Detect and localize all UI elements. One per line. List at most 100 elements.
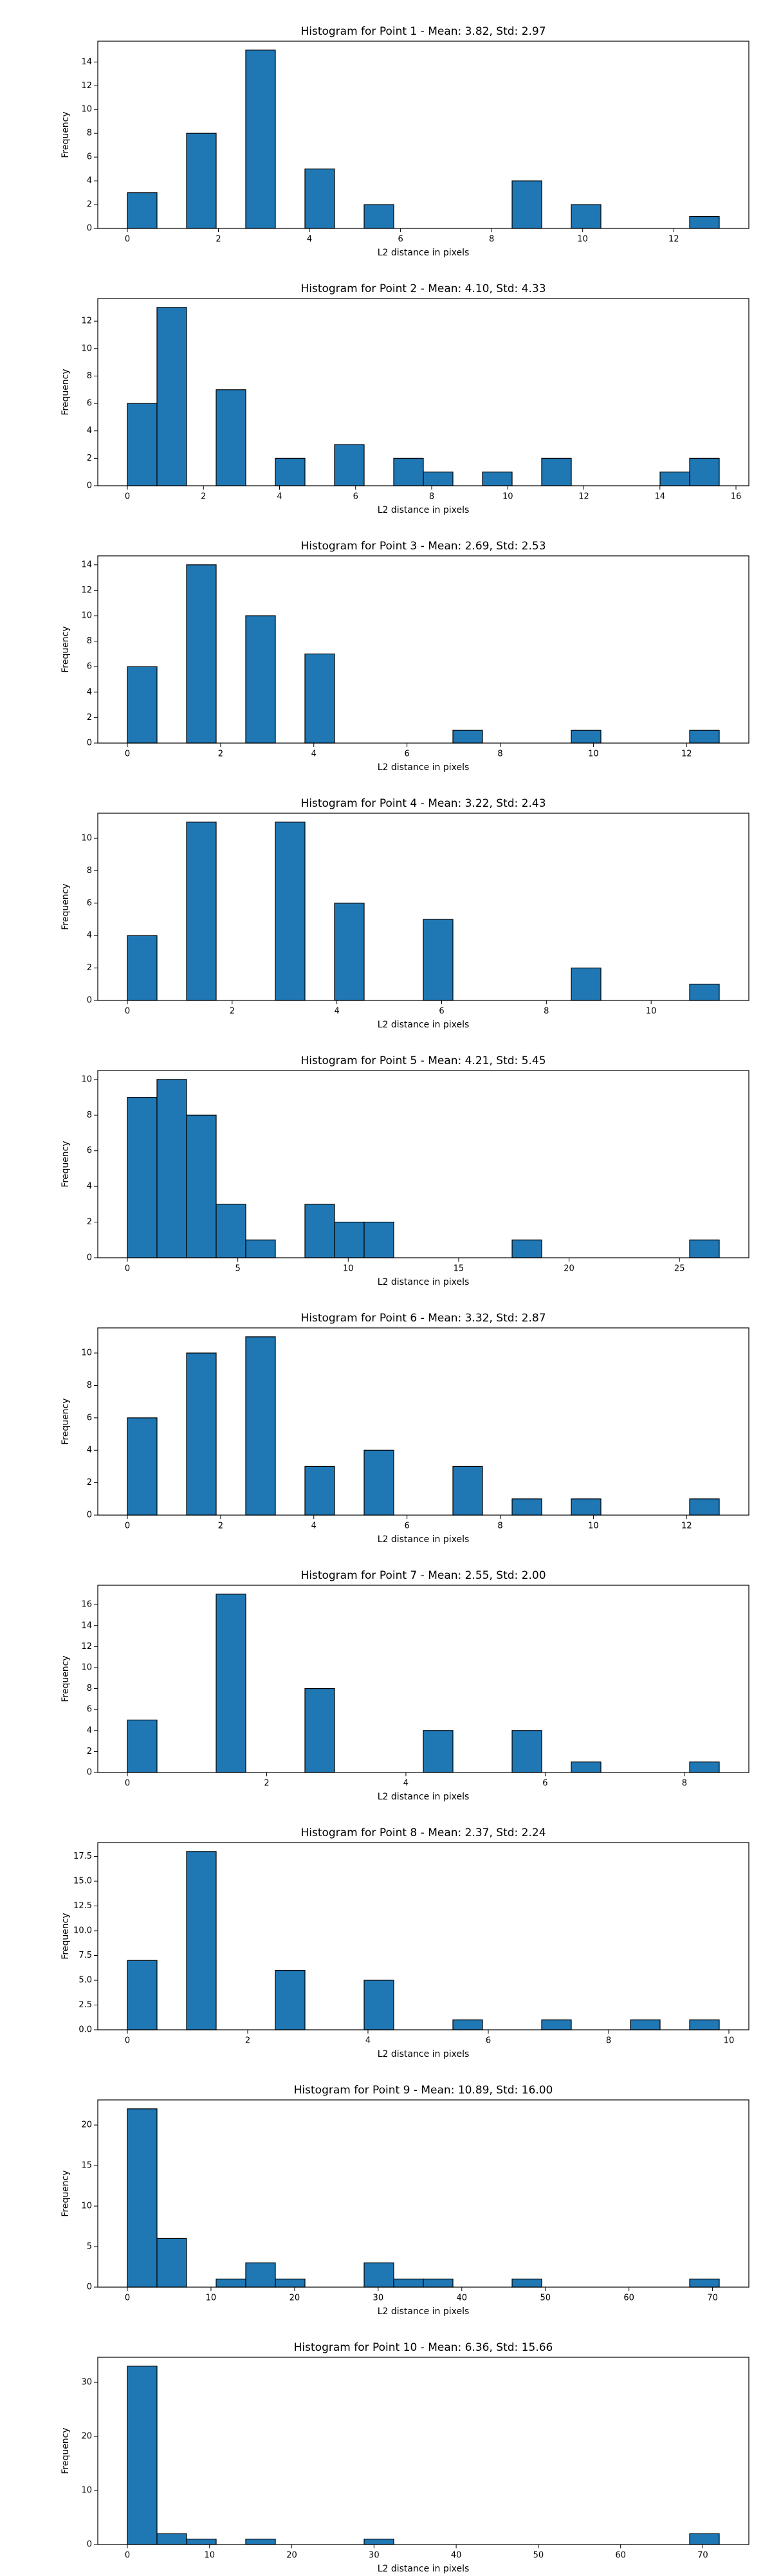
x-tick-label: 15 — [454, 1264, 464, 1274]
x-tick-label: 50 — [533, 2551, 544, 2561]
x-axis-label: L2 distance in pixels — [378, 2049, 470, 2059]
bar — [127, 403, 158, 486]
bar — [127, 1417, 158, 1516]
chart-panel: Histogram for Point 4 - Mean: 3.22, Std:… — [60, 797, 749, 1030]
x-tick-label: 12 — [668, 235, 679, 244]
x-tick-label: 0 — [125, 1522, 130, 1531]
x-tick-label: 6 — [486, 2036, 491, 2046]
chart-panel: Histogram for Point 6 - Mean: 3.32, Std:… — [60, 1312, 749, 1545]
y-tick-label: 14 — [81, 57, 92, 67]
bar — [186, 1352, 217, 1516]
y-tick-label: 5 — [87, 2242, 92, 2252]
x-tick-label: 10 — [343, 1264, 354, 1274]
x-tick-label: 20 — [564, 1264, 574, 1274]
y-tick-label: 14 — [81, 560, 92, 569]
y-tick-label: 0 — [87, 2540, 92, 2550]
x-tick-label: 8 — [497, 750, 502, 759]
y-tick-label: 12 — [81, 1642, 92, 1651]
y-tick-label: 16 — [81, 1600, 92, 1610]
x-tick-label: 12 — [578, 492, 589, 502]
y-tick-label: 4 — [87, 687, 92, 697]
y-tick-label: 0 — [87, 481, 92, 491]
x-tick-label: 4 — [277, 492, 282, 502]
y-tick-label: 2 — [87, 454, 92, 463]
chart-panel: Histogram for Point 2 - Mean: 4.10, Std:… — [60, 282, 749, 515]
x-tick-label: 12 — [681, 1522, 692, 1531]
y-tick-label: 15 — [81, 2161, 92, 2171]
bar — [363, 1980, 394, 2030]
bar — [304, 169, 335, 229]
x-tick-label: 20 — [286, 2551, 297, 2561]
y-tick-label: 8 — [87, 371, 92, 381]
x-tick-label: 25 — [674, 1264, 685, 1274]
x-tick-label: 40 — [451, 2551, 462, 2561]
plot-frame — [97, 1327, 749, 1516]
y-tick-label: 0 — [87, 1768, 92, 1778]
y-tick-label: 0 — [87, 224, 92, 234]
y-tick-label: 6 — [87, 1413, 92, 1422]
bar — [363, 2262, 394, 2288]
bar — [689, 216, 720, 229]
y-tick-label: 17.5 — [73, 1852, 92, 1861]
bar — [156, 2533, 187, 2545]
y-tick-label: 8 — [87, 1110, 92, 1120]
y-tick-label: 10 — [81, 344, 92, 353]
x-tick-label: 0 — [125, 2294, 130, 2303]
bar — [423, 919, 454, 1001]
y-tick-label: 12 — [81, 317, 92, 326]
x-tick-label: 60 — [615, 2551, 626, 2561]
x-tick-label: 6 — [405, 750, 410, 759]
plot-frame — [97, 2099, 749, 2288]
y-tick-label: 2 — [87, 1747, 92, 1756]
bar — [571, 1762, 602, 1773]
bar — [127, 2366, 158, 2545]
y-tick-label: 6 — [87, 1705, 92, 1715]
bar — [127, 935, 158, 1001]
bar — [452, 1466, 483, 1516]
y-axis-label: Frequency — [60, 883, 71, 930]
y-tick-label: 10 — [81, 834, 92, 843]
x-tick-label: 2 — [216, 235, 221, 244]
x-tick-label: 4 — [311, 1522, 317, 1531]
bar — [482, 472, 513, 486]
x-tick-label: 20 — [290, 2294, 300, 2303]
x-tick-label: 0 — [125, 235, 130, 244]
chart-title: Histogram for Point 7 - Mean: 2.55, Std:… — [300, 1569, 546, 1582]
bar — [423, 2278, 454, 2288]
bar — [216, 389, 246, 486]
bar — [393, 2278, 424, 2288]
plot-frame — [97, 298, 749, 486]
chart-panel: Histogram for Point 1 - Mean: 3.82, Std:… — [60, 25, 749, 258]
x-tick-label: 70 — [707, 2294, 718, 2303]
plot-frame — [97, 813, 749, 1001]
plot-frame — [97, 1842, 749, 2030]
x-tick-label: 6 — [439, 1007, 444, 1017]
bar — [511, 180, 542, 229]
chart-title: Histogram for Point 10 - Mean: 6.36, Std… — [294, 2341, 553, 2354]
y-tick-label: 2 — [87, 200, 92, 210]
y-tick-label: 10 — [81, 611, 92, 621]
chart-title: Histogram for Point 5 - Mean: 4.21, Std:… — [300, 1054, 546, 1067]
x-tick-label: 2 — [245, 2036, 250, 2046]
y-tick-label: 20 — [81, 2121, 92, 2130]
y-axis-label: Frequency — [60, 111, 71, 158]
bar — [127, 1719, 158, 1773]
y-tick-label: 5.0 — [78, 1976, 92, 1985]
bar — [127, 666, 158, 744]
bar — [304, 1204, 335, 1258]
y-tick-label: 0 — [87, 1253, 92, 1263]
y-tick-label: 10 — [81, 2486, 92, 2496]
bar — [156, 1079, 187, 1258]
bar — [571, 968, 602, 1001]
bar — [571, 204, 602, 229]
y-tick-label: 6 — [87, 898, 92, 908]
bar — [689, 984, 720, 1001]
bar — [186, 2539, 217, 2545]
plot-frame — [97, 1070, 749, 1258]
y-tick-label: 12.5 — [73, 1901, 92, 1911]
x-tick-label: 8 — [682, 1779, 687, 1789]
x-tick-label: 12 — [681, 750, 692, 759]
bar — [689, 2019, 720, 2030]
bar — [423, 472, 454, 486]
x-axis-label: L2 distance in pixels — [378, 762, 470, 773]
